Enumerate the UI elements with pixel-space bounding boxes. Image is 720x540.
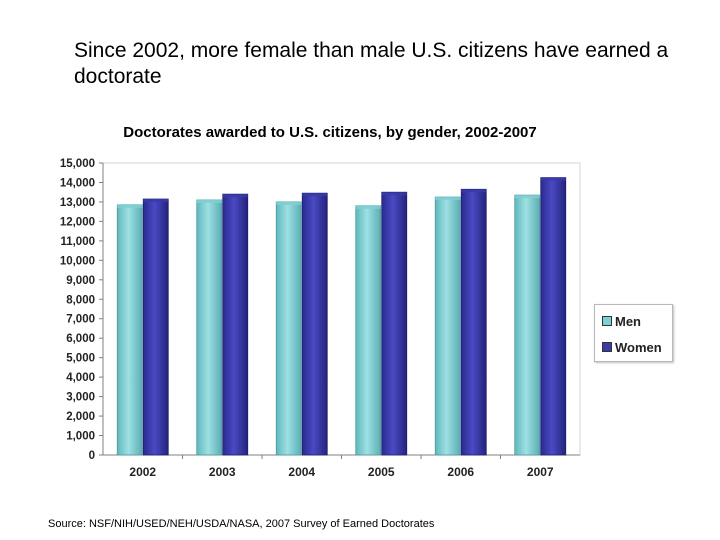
- y-tick-label: 5,000: [66, 353, 95, 365]
- y-tick-label: 12,000: [60, 216, 95, 228]
- bar-women-2007: [540, 177, 567, 456]
- x-tick-label: 2006: [447, 465, 474, 479]
- y-tick-label: 6,000: [66, 333, 95, 345]
- bar-women-2002: [142, 198, 169, 456]
- bar-cap-men-2006: [435, 197, 461, 201]
- source-note: Source: NSF/NIH/USED/NEH/USDA/NASA, 2007…: [48, 518, 435, 530]
- bar-cap-women-2002: [143, 199, 169, 203]
- y-tick-label: 4,000: [66, 372, 95, 384]
- y-tick-label: 7,000: [66, 314, 95, 326]
- legend-item-women: Women: [602, 339, 662, 355]
- x-tick-label: 2004: [288, 465, 315, 479]
- bar-men-2003: [196, 199, 223, 456]
- y-tick-label: 13,000: [60, 197, 95, 209]
- y-tick-label: 10,000: [60, 255, 95, 267]
- bar-men-2007: [514, 194, 541, 456]
- y-tick-label: 2,000: [66, 411, 95, 423]
- y-tick-label: 9,000: [66, 275, 95, 287]
- bar-women-2005: [381, 191, 408, 456]
- legend-swatch-men: [602, 316, 612, 326]
- bar-cap-women-2003: [222, 194, 248, 198]
- slide-title: Since 2002, more female than male U.S. c…: [74, 39, 669, 88]
- x-tick-label: 2002: [129, 465, 156, 479]
- y-tick-label: 8,000: [66, 294, 95, 306]
- bar-men-2006: [434, 196, 461, 456]
- bar-men-2005: [355, 205, 382, 456]
- legend-item-men: Men: [602, 313, 641, 329]
- bar-cap-women-2007: [540, 177, 566, 181]
- x-tick-label: 2005: [368, 465, 395, 479]
- y-tick-label: 0: [89, 450, 95, 462]
- chart-legend: Men Women: [594, 304, 673, 362]
- legend-swatch-women: [602, 342, 612, 352]
- x-tick-label: 2003: [209, 465, 236, 479]
- bar-cap-women-2004: [302, 193, 328, 197]
- bar-cap-men-2003: [196, 199, 222, 203]
- bar-cap-men-2002: [117, 204, 143, 208]
- bar-men-2002: [116, 204, 143, 456]
- x-tick-label: 2007: [527, 465, 554, 479]
- bar-men-2004: [275, 201, 302, 456]
- legend-label-men: Men: [615, 313, 641, 329]
- bar-cap-men-2005: [355, 205, 381, 209]
- y-tick-label: 1,000: [66, 431, 95, 443]
- plot-area: [102, 162, 581, 456]
- y-tick-label: 3,000: [66, 392, 95, 404]
- chart-title: Doctorates awarded to U.S. citizens, by …: [123, 124, 537, 141]
- bar-cap-men-2004: [276, 201, 302, 205]
- y-tick-label: 14,000: [60, 177, 95, 189]
- bar-women-2003: [222, 193, 249, 456]
- y-tick-label: 11,000: [60, 236, 95, 248]
- legend-label-women: Women: [615, 339, 662, 355]
- bar-women-2006: [460, 188, 487, 456]
- y-tick-label: 15,000: [60, 158, 95, 170]
- bar-cap-men-2007: [514, 195, 540, 199]
- bar-cap-women-2005: [381, 192, 407, 196]
- bar-women-2004: [301, 192, 328, 456]
- bar-cap-women-2006: [461, 189, 487, 193]
